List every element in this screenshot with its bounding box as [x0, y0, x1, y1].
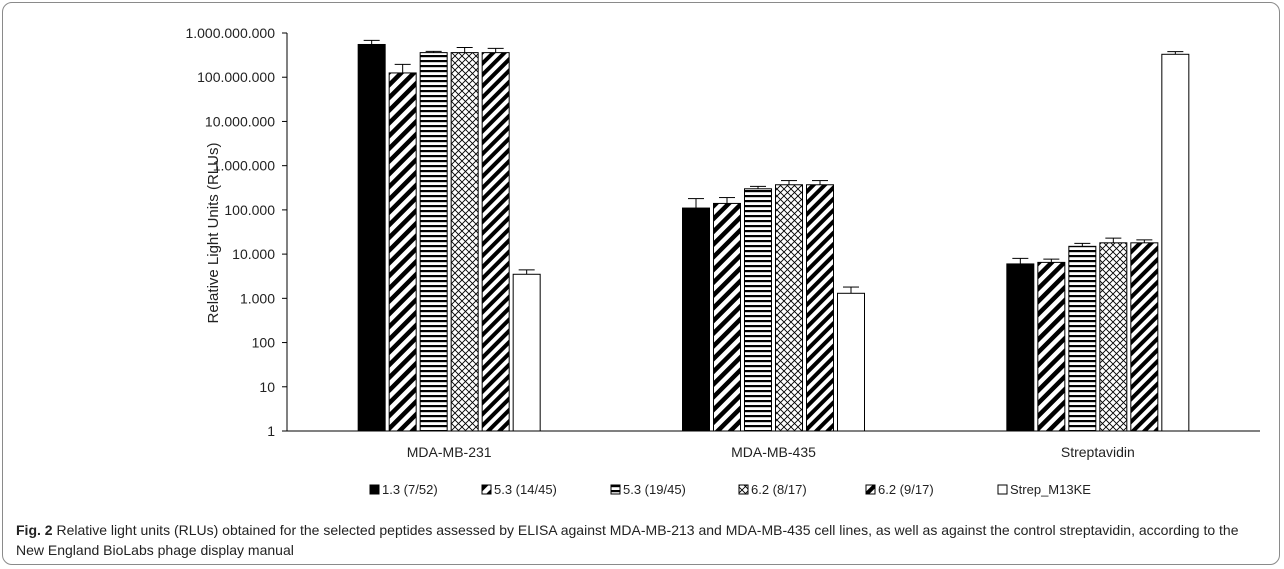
caption-text: Relative light units (RLUs) obtained for… [16, 522, 1239, 558]
bar-2-1 [1037, 261, 1066, 432]
y-tick-label: 100.000.000 [197, 69, 275, 85]
bar-2-4 [1130, 242, 1159, 432]
bar-0-3 [450, 52, 479, 432]
legend-label: 5.3 (14/45) [494, 482, 557, 497]
bar-1-3 [775, 184, 803, 432]
legend-swatch [865, 484, 876, 495]
bar-2-3 [1099, 242, 1128, 432]
figure-caption: Fig. 2 Relative light units (RLUs) obtai… [16, 520, 1266, 560]
legend-label: 6.2 (9/17) [878, 482, 934, 497]
y-axis-label: Relative Light Units (RLUs) [205, 143, 222, 324]
legend-label: 1.3 (7/52) [382, 482, 438, 497]
axes-layer: 1 10 100 1.000 10.000 100.000 1.000.000 10.000.… [185, 25, 1260, 460]
y-tick-label: 1.000.000 [213, 158, 275, 174]
legend-swatch [369, 484, 380, 495]
x-tick-label: MDA-MB-435 [731, 444, 816, 460]
bar-1-0 [682, 207, 710, 432]
legend-label: Strep_M13KE [1010, 482, 1091, 497]
y-tick-label: 1.000 [240, 290, 275, 306]
bar-1-1 [713, 202, 741, 432]
figure-label: Fig. 2 [16, 522, 53, 538]
legend-swatch [481, 484, 492, 495]
bar-0-5 [512, 273, 541, 432]
bar-1-4 [806, 184, 834, 432]
x-tick-label: Streptavidin [1061, 444, 1135, 460]
bar-0-1 [388, 72, 417, 432]
bar-chart: 1 10 100 1.000 10.000 100.000 1.000.000 10.000.… [185, 25, 1260, 497]
legend-swatch [738, 484, 749, 495]
y-tick-label: 10.000.000 [205, 113, 275, 129]
error-bars-layer [363, 39, 1184, 294]
legend-swatch [610, 484, 621, 495]
bar-1-5 [837, 292, 865, 432]
y-tick-label: 100.000 [224, 202, 275, 218]
y-tick-label: 1.000.000.000 [185, 25, 275, 41]
x-tick-label: MDA-MB-231 [407, 444, 492, 460]
y-tick-label: 10.000 [232, 246, 275, 262]
bar-1-2 [744, 188, 772, 432]
bar-2-2 [1068, 245, 1097, 432]
bars-layer [357, 43, 1190, 432]
bar-2-5 [1161, 53, 1190, 432]
legend-label: 5.3 (19/45) [623, 482, 686, 497]
y-tick-label: 100 [252, 335, 276, 351]
bar-0-2 [419, 52, 448, 432]
bar-0-4 [481, 52, 510, 432]
legend: 1.3 (7/52) 5.3 (14/45) 5.3 (19/45) 6.2 (8/1… [369, 482, 1091, 497]
legend-swatch [997, 484, 1008, 495]
legend-label: 6.2 (8/17) [751, 482, 807, 497]
y-tick-label: 1 [267, 423, 275, 439]
y-tick-label: 10 [259, 379, 275, 395]
bar-2-0 [1006, 263, 1035, 432]
bar-0-0 [357, 43, 386, 432]
